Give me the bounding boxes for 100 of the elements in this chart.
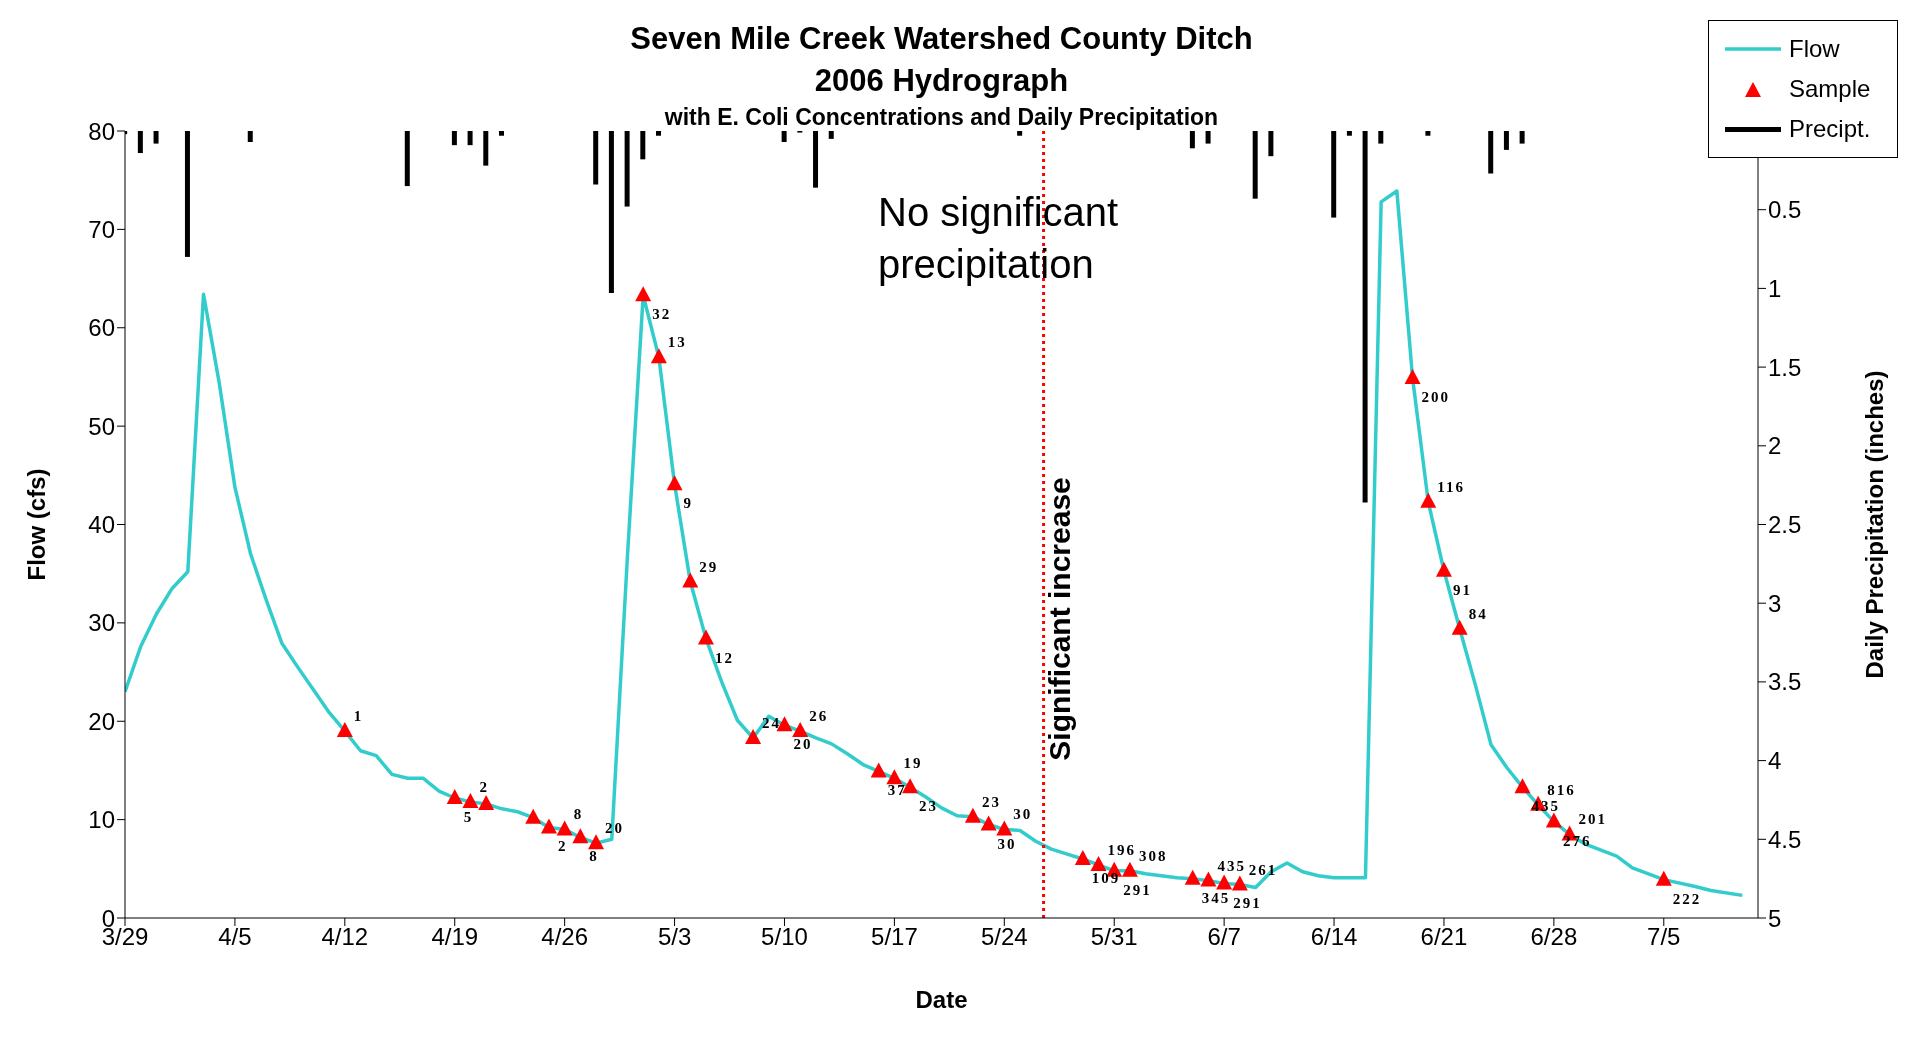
x-tick-label: 7/5 [1647, 923, 1681, 951]
point [1420, 492, 1437, 508]
point [1200, 871, 1217, 887]
bar [1488, 131, 1494, 174]
annotation: 26 [809, 708, 829, 725]
legend-label: Flow [1789, 35, 1840, 63]
point [980, 815, 997, 831]
bar [1378, 131, 1384, 144]
x-tick-label: 6/14 [1310, 923, 1358, 951]
annotation: 291 [1123, 881, 1152, 898]
y-tick-label: 50 [88, 412, 115, 440]
bar [608, 131, 614, 294]
annotation: 1 [353, 708, 364, 725]
point [792, 722, 809, 738]
annotation: 84 [1468, 605, 1488, 622]
point [964, 807, 981, 823]
annotation: 116 [1437, 478, 1465, 495]
annotation: 23 [919, 798, 939, 815]
point [1451, 619, 1468, 635]
x-tick-label: 4/19 [431, 923, 479, 951]
point [1121, 861, 1138, 877]
y2-tick-label: 4.5 [1768, 825, 1802, 853]
x-tick-label: 4/5 [218, 923, 252, 951]
point [525, 808, 542, 824]
annotation: 222 [1672, 890, 1702, 907]
y2-tick-label: 1 [1768, 274, 1782, 302]
point [1216, 874, 1233, 890]
x-axis-title: Date [915, 986, 968, 1013]
chart-subtitle: with E. Coli Concentrations and Daily Precipitation [663, 103, 1220, 132]
annotation: 13 [667, 334, 687, 351]
bar [828, 131, 834, 139]
point [1655, 870, 1672, 886]
ref-line-label: Significant increase [1042, 477, 1076, 761]
annotation: 109 [1091, 869, 1121, 886]
point [1514, 778, 1531, 794]
y-tick-label: 40 [88, 511, 115, 539]
legend-label: Sample [1789, 75, 1871, 103]
point [682, 572, 699, 588]
bar [404, 131, 410, 187]
annotation: 261 [1248, 861, 1278, 878]
bar [1252, 131, 1258, 199]
bar [1205, 131, 1211, 144]
bar [483, 131, 489, 166]
annotation: 23 [981, 793, 1001, 810]
bar [656, 131, 662, 136]
point [996, 820, 1013, 836]
point [572, 828, 589, 844]
bar [1346, 131, 1352, 136]
annotation: 291 [1233, 894, 1262, 911]
y-tick-label: 20 [88, 707, 115, 735]
point [697, 629, 714, 645]
annotation: 308 [1138, 847, 1168, 864]
bar [1268, 131, 1274, 157]
annotation: 816 [1547, 781, 1576, 798]
point [446, 788, 463, 804]
annotation: 201 [1578, 811, 1608, 828]
y2-tick-label: 2 [1768, 432, 1782, 460]
point [1090, 855, 1107, 871]
point [1231, 875, 1248, 891]
bar [624, 131, 630, 207]
annotation: 91 [1452, 581, 1472, 598]
bar [1189, 131, 1195, 149]
annotation: No significant precipitation [878, 189, 1120, 288]
bar [1519, 131, 1525, 144]
legend-label: Precipt. [1789, 115, 1871, 143]
point [745, 728, 762, 744]
annotation: 30 [997, 835, 1017, 852]
point [462, 792, 479, 808]
x-tick-label: 5/31 [1090, 923, 1138, 951]
bar [467, 131, 473, 146]
annotation: 8 [573, 806, 584, 823]
x-tick-label: 4/26 [541, 923, 589, 951]
x-tick-label: 4/12 [321, 923, 369, 951]
point [336, 722, 353, 738]
point [886, 769, 903, 785]
point [870, 762, 887, 778]
point [1545, 812, 1562, 828]
point [540, 818, 557, 834]
y2-tick-label: 5 [1768, 904, 1782, 932]
annotation: 5 [463, 808, 474, 825]
annotation: 19 [903, 755, 923, 772]
bar [640, 131, 646, 160]
annotation: 29 [699, 558, 719, 575]
y2-tick-label: 0.5 [1768, 196, 1802, 224]
bar [247, 131, 253, 143]
annotation: 30 [1013, 806, 1033, 823]
x-tick-label: 5/3 [657, 923, 692, 951]
point [588, 834, 605, 850]
bar [499, 131, 504, 136]
annotation: 20 [793, 736, 813, 753]
y2-tick-label: 3.5 [1768, 668, 1802, 696]
bar [451, 131, 457, 146]
annotation: 12 [714, 649, 734, 666]
y2-tick-label: 4 [1768, 747, 1782, 775]
x-tick-label: 5/10 [761, 923, 808, 951]
point [635, 286, 652, 302]
bar [1503, 131, 1509, 150]
annotation: 8 [589, 848, 599, 865]
x-tick-label: 5/24 [980, 923, 1028, 951]
annotation: 2 [479, 778, 489, 795]
